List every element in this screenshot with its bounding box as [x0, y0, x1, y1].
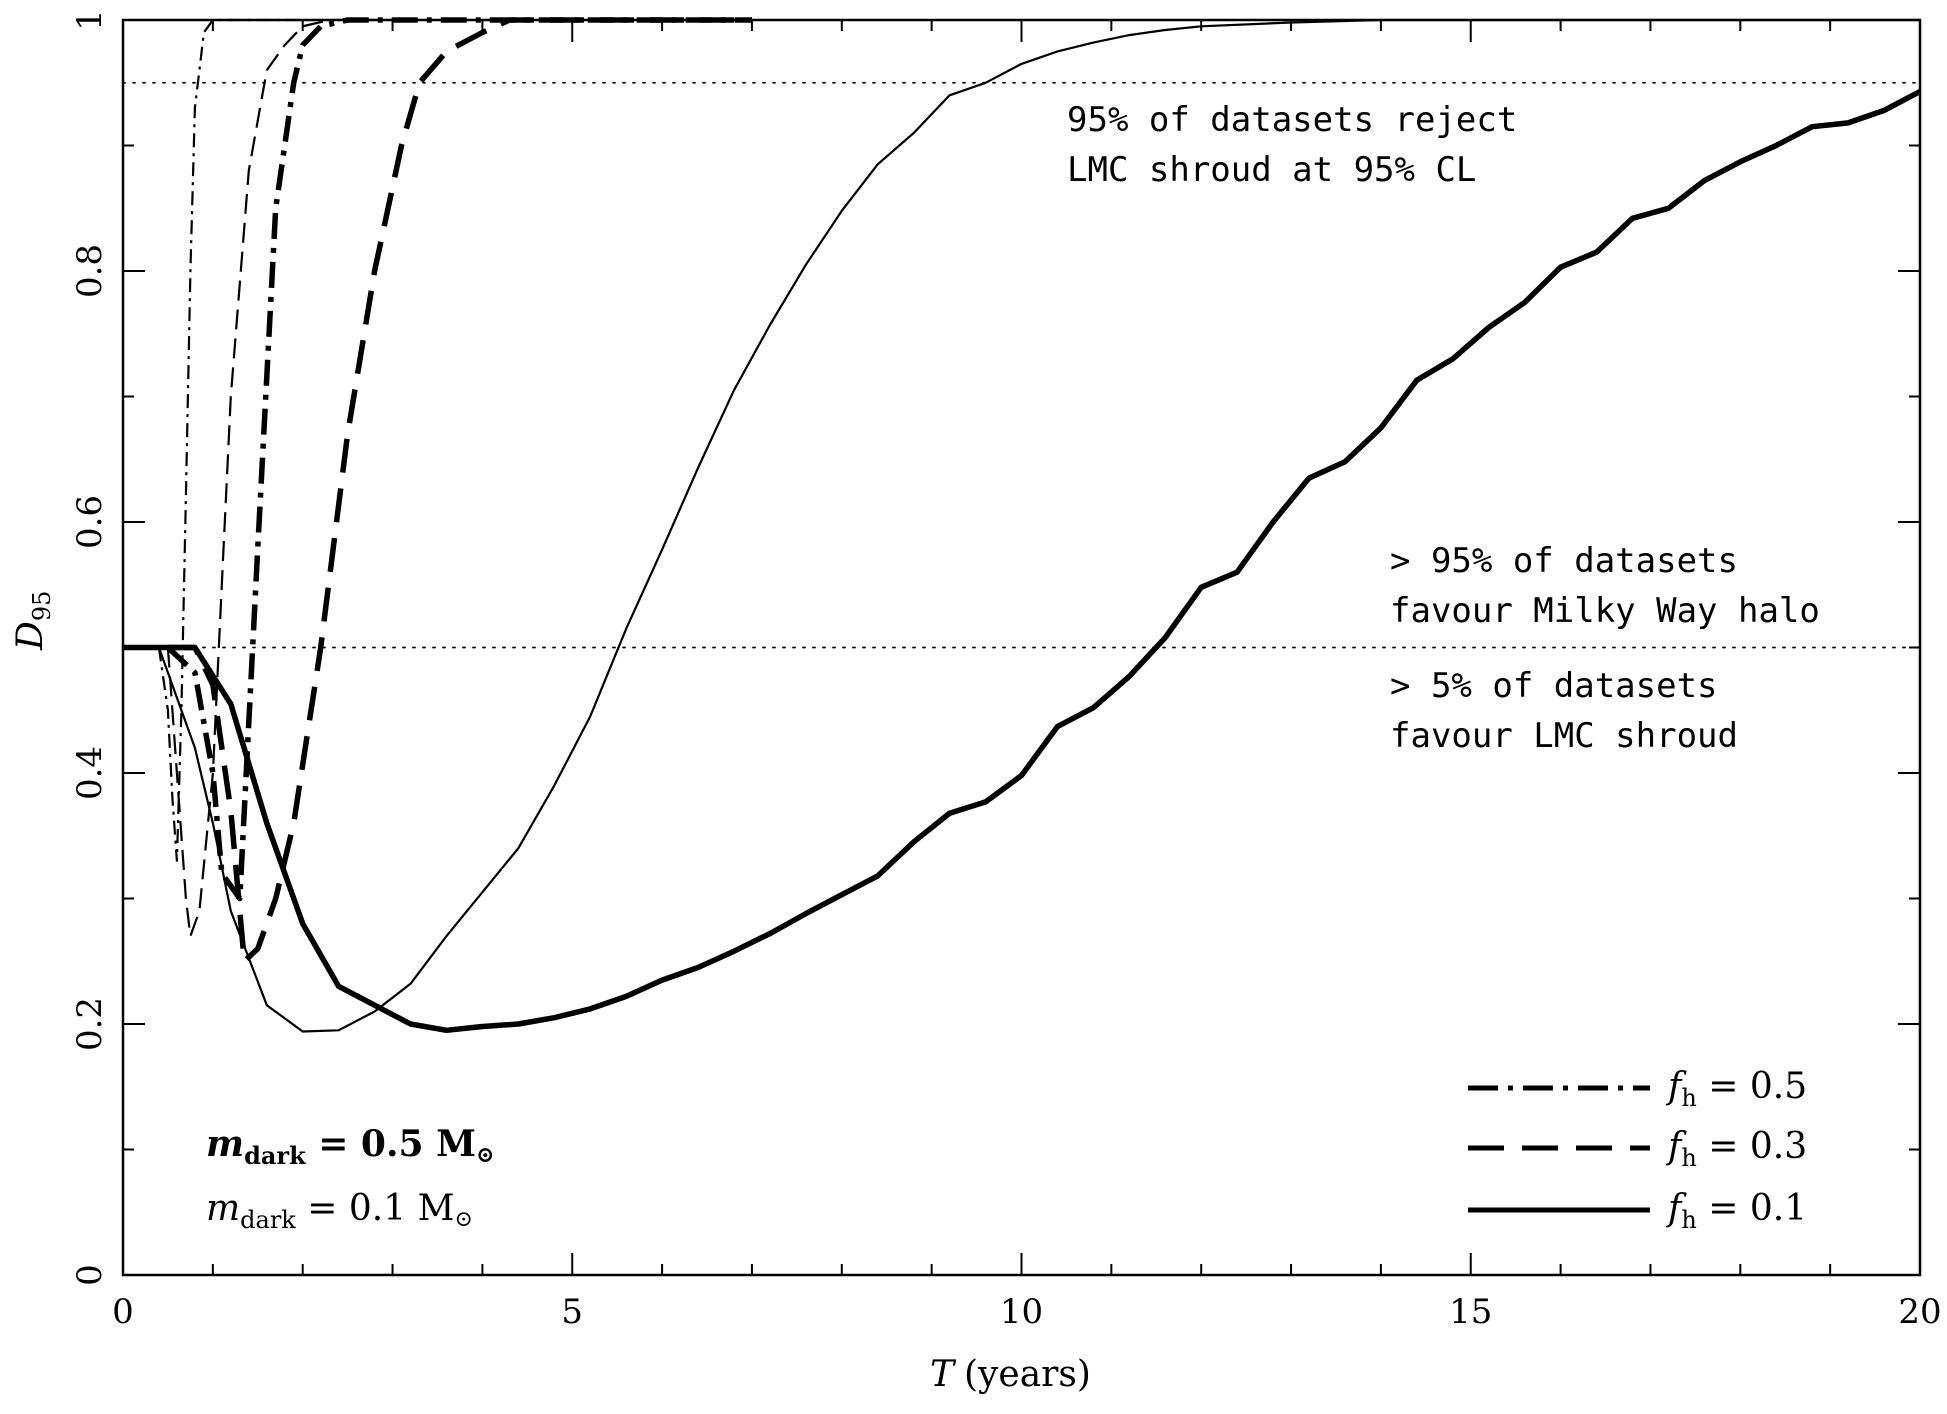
mass-key-light: mdark = 0.1 M⊙ — [206, 1188, 473, 1234]
svg-text:T(years): T (years) — [930, 1354, 1091, 1395]
y-tick-label: 0.6 — [70, 495, 110, 549]
x-axis-title: T (years) — [930, 1354, 1091, 1395]
annotation-reject-1: 95% of datasets reject — [1067, 100, 1517, 140]
sun-symbol-icon: ⊙ — [454, 1207, 472, 1232]
y-tick-label: 0 — [70, 1264, 110, 1286]
x-tick-label: 0 — [112, 1292, 134, 1332]
annotation-favour-lmc-1: > 5% of datasets — [1390, 666, 1718, 706]
annotation-reject-2: LMC shroud at 95% CL — [1067, 150, 1476, 190]
x-tick-label: 20 — [1898, 1292, 1941, 1332]
mass-key: mdark = 0.5 M⊙ mdark = 0.1 M⊙ — [206, 1123, 494, 1234]
x-tick-label: 10 — [1000, 1292, 1043, 1332]
x-tick-label: 5 — [561, 1292, 583, 1332]
reference-lines — [122, 81, 1921, 649]
y-axis-subscript: 95 — [28, 591, 56, 622]
annotation-favour-mw-2: favour Milky Way halo — [1390, 591, 1820, 631]
y-tick-label: 0.4 — [70, 746, 110, 800]
annotation-favour-lmc-2: favour LMC shroud — [1390, 716, 1738, 756]
series-line-fh-0-1-m-0-5 — [123, 89, 1922, 1034]
y-tick-label: 0.2 — [70, 997, 110, 1051]
y-tick-label: 0.8 — [70, 244, 110, 298]
mass-key-heavy: mdark = 0.5 M⊙ — [206, 1123, 494, 1170]
annotation-favour-mw-1: > 95% of datasets — [1390, 541, 1738, 581]
tick-labels: 0 5 10 15 20 0 0.2 0.4 0.6 0.8 1 — [70, 9, 1942, 1332]
series-line-fh-0-3-m-0-1 — [166, 18, 375, 938]
sun-symbol-icon: ⊙ — [476, 1142, 494, 1168]
y-axis-title: D95 — [10, 591, 56, 651]
y-axis-symbol: D — [10, 621, 51, 651]
x-tick-label: 15 — [1449, 1292, 1492, 1332]
y-tick-label: 1 — [70, 9, 110, 31]
annotations: 95% of datasets reject LMC shroud at 95%… — [1067, 100, 1820, 756]
x-axis-symbol: T — [930, 1354, 957, 1395]
x-axis-unit: (years) — [964, 1354, 1091, 1395]
svg-text:D95: D95 — [10, 591, 56, 651]
axis-ticks — [122, 19, 1921, 1276]
legend-label-fh-0-5: fh = 0.5 — [1665, 1066, 1807, 1112]
